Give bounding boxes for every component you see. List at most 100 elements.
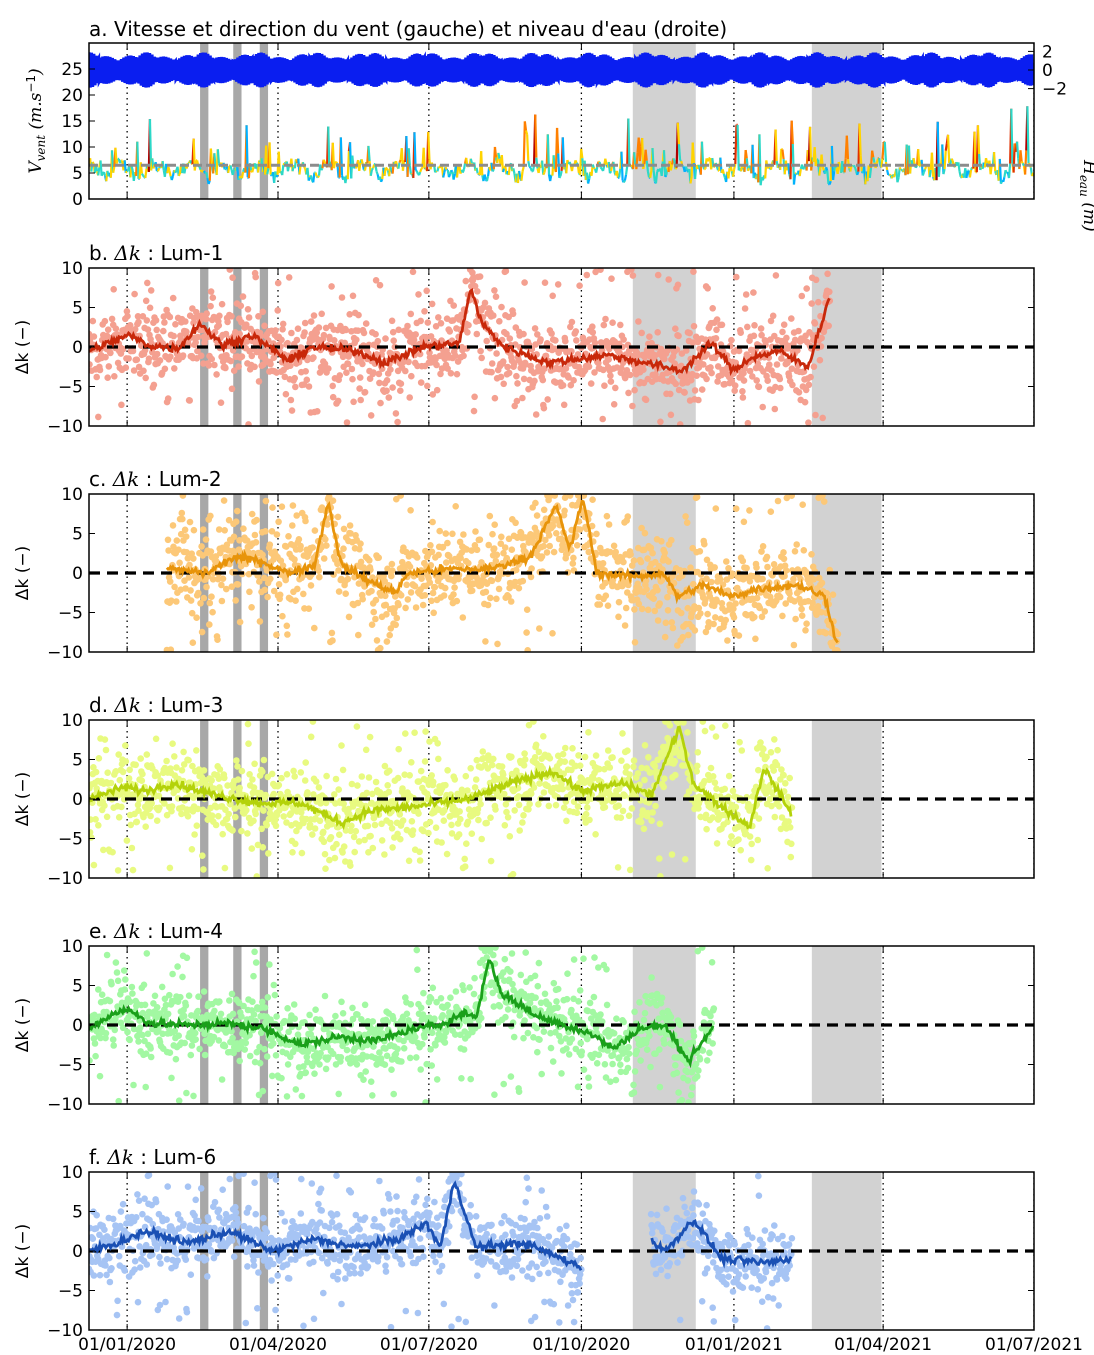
data-point: [116, 776, 124, 784]
wind-speed-segment: [316, 175, 320, 179]
data-point: [357, 396, 365, 404]
data-point: [668, 619, 676, 626]
data-point: [441, 584, 449, 592]
data-point: [284, 631, 291, 638]
data-point: [111, 373, 118, 380]
wind-speed-segment: [729, 165, 733, 172]
data-point: [457, 554, 464, 562]
data-point: [339, 849, 346, 856]
data-point: [794, 347, 801, 354]
wind-speed-segment: [883, 141, 888, 163]
data-point: [185, 756, 192, 764]
data-point: [199, 526, 207, 533]
data-point: [186, 397, 193, 404]
data-point: [127, 821, 135, 829]
wind-speed-segment: [227, 165, 231, 174]
wind-speed-segment: [649, 170, 653, 179]
data-point: [355, 631, 362, 639]
wind-speed-segment: [369, 169, 373, 177]
data-point: [90, 861, 98, 869]
data-point: [808, 551, 815, 558]
data-point: [152, 317, 160, 324]
wind-speed-segment: [555, 127, 560, 154]
data-point: [814, 603, 822, 610]
data-point: [526, 800, 533, 808]
data-point: [751, 322, 758, 329]
data-point: [413, 554, 421, 561]
data-point: [630, 763, 637, 771]
wind-speed-segment: [676, 122, 681, 145]
data-point: [738, 747, 746, 754]
data-point: [478, 354, 486, 362]
data-point: [685, 788, 693, 795]
data-point: [494, 640, 501, 648]
data-point: [255, 378, 263, 385]
data-point: [153, 817, 161, 824]
data-point: [561, 494, 569, 502]
data-point: [567, 381, 575, 389]
data-point: [624, 513, 632, 520]
data-point: [289, 849, 296, 856]
data-point: [368, 587, 375, 595]
data-point: [759, 575, 766, 583]
data-point: [122, 364, 130, 372]
data-point: [802, 627, 809, 634]
data-point: [488, 360, 496, 367]
data-point: [756, 604, 764, 612]
data-point: [468, 830, 476, 837]
data-point: [531, 325, 539, 332]
data-point: [552, 337, 559, 344]
data-point: [693, 372, 700, 380]
data-point: [316, 573, 323, 581]
wind-speed-segment: [622, 179, 626, 183]
data-point: [764, 865, 771, 872]
y-axis-label-right: Heau (m): [1077, 159, 1094, 232]
data-point: [279, 320, 287, 328]
data-point: [763, 753, 770, 761]
data-point: [100, 846, 107, 854]
data-point: [714, 378, 721, 385]
data-point: [497, 540, 505, 547]
wind-speed-segment: [209, 148, 214, 166]
data-point: [637, 818, 645, 826]
wind-speed-segment: [375, 170, 379, 175]
data-point: [615, 598, 623, 606]
data-point: [93, 373, 100, 381]
data-point: [674, 281, 682, 289]
data-point: [536, 625, 543, 632]
data-point: [532, 741, 540, 749]
data-point: [546, 542, 553, 550]
data-point: [559, 785, 566, 793]
data-point: [387, 819, 394, 827]
wind-speed-segment: [142, 174, 146, 178]
data-point: [502, 801, 510, 808]
data-point: [624, 747, 631, 754]
data-point: [378, 837, 386, 844]
wind-speed-segment: [469, 158, 474, 164]
data-point: [618, 364, 625, 372]
data-point: [549, 292, 556, 300]
data-point: [515, 801, 523, 809]
data-point: [477, 347, 484, 355]
data-point: [444, 539, 451, 547]
y-tick-label: −5: [58, 378, 83, 398]
data-point: [694, 762, 701, 770]
data-point: [234, 776, 242, 783]
data-point: [139, 313, 147, 320]
data-point: [520, 762, 528, 769]
data-point: [126, 766, 133, 774]
data-point: [626, 371, 634, 379]
data-point: [472, 528, 479, 535]
data-point: [574, 803, 582, 810]
y-tick-label: 0: [72, 338, 83, 358]
data-point: [467, 765, 475, 772]
data-point: [344, 575, 352, 583]
data-point: [416, 350, 424, 358]
data-point: [460, 352, 467, 360]
data-point: [423, 287, 431, 295]
data-point: [385, 788, 393, 796]
wind-speed-segment: [371, 167, 374, 171]
panel-title: b. Δk : Lum-1: [89, 241, 223, 265]
data-point: [412, 604, 420, 611]
data-point: [245, 740, 252, 747]
